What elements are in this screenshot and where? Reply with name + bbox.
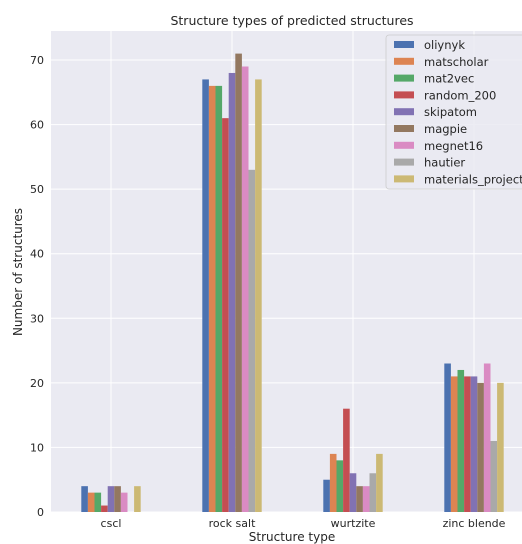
bar-oliynyk-zinc-blende [444,363,451,512]
x-tick-label: cscl [101,517,122,530]
bar-materials_project-zinc-blende [497,382,504,512]
x-tick-label: zinc blende [443,517,506,530]
legend-swatch-random_200 [394,91,414,99]
y-axis-ticks: 0 10 20 30 40 50 60 70 [30,54,44,519]
y-tick-label: 0 [37,506,44,519]
y-tick-label: 30 [30,312,44,325]
legend-swatch-megnet16 [394,141,414,149]
bar-magpie-rock-salt [235,53,242,512]
bar-materials_project-wurtzite [376,453,383,512]
bar-random_200-zinc-blende [464,376,471,512]
bar-hautier-rock-salt [248,169,256,513]
legend-label-hautier: hautier [424,156,465,170]
bar-skipatom-rock-salt [228,72,236,513]
y-tick-label: 10 [30,441,44,454]
bar-magpie-wurtzite [356,486,363,512]
bar-oliynyk-cscl [81,486,88,512]
y-tick-label: 50 [30,183,44,196]
bar-magpie-zinc-blende [477,382,484,512]
legend-swatch-magpie [394,125,414,132]
legend-label-skipatom: skipatom [424,105,477,119]
y-tick-label: 60 [30,119,44,132]
bar-skipatom-cscl [107,486,115,512]
bar-random_200-wurtzite [343,408,350,512]
bar-megnet16-rock-salt [241,66,249,512]
bar-matscholar-zinc-blende [450,376,458,512]
legend-swatch-hautier [394,158,414,166]
bar-materials_project-cscl [134,486,141,512]
bar-materials_project-rock-salt [255,79,262,512]
bar-magpie-cscl [114,486,121,512]
x-tick-label: wurtzite [331,517,376,530]
legend-label-magpie: magpie [424,122,467,136]
bar-oliynyk-wurtzite [323,479,330,512]
bar-mat2vec-zinc-blende [457,369,465,512]
bar-matscholar-wurtzite [329,453,337,512]
y-tick-label: 20 [30,377,44,390]
legend-label-matscholar: matscholar [424,55,489,69]
legend-swatch-materials_project [394,175,414,183]
legend-box [385,34,522,190]
legend-label-mat2vec: mat2vec [424,72,474,86]
legend-label-random_200: random_200 [424,88,496,102]
bar-matscholar-cscl [87,492,95,512]
x-axis-title: Structure type [249,530,335,544]
y-tick-label: 70 [30,54,44,67]
bars [81,53,504,513]
legend-swatch-oliynyk [394,41,414,48]
bar-megnet16-zinc-blende [483,363,491,512]
bar-skipatom-zinc-blende [470,376,478,512]
bar-mat2vec-rock-salt [215,85,223,512]
legend-swatch-mat2vec [394,74,414,82]
bar-hautier-wurtzite [369,473,377,512]
legend-swatch-skipatom [394,108,414,116]
bar-skipatom-wurtzite [349,473,357,512]
bar-megnet16-cscl [120,492,128,512]
bar-random_200-cscl [101,505,108,512]
y-axis-title: Number of structures [11,208,25,336]
chart-title: Structure types of predicted structures [170,13,413,28]
bar-hautier-zinc-blende [490,440,498,512]
x-axis-ticks: cscl rock salt wurtzite zinc blende [101,517,506,530]
bar-oliynyk-rock-salt [202,79,209,512]
bar-random_200-rock-salt [222,118,229,512]
bar-megnet16-wurtzite [362,486,370,512]
legend: oliynyk matscholar mat2vec random_200skipat… [385,34,522,190]
bar-mat2vec-wurtzite [336,460,344,512]
legend-label-materials_project: materials_project [424,172,522,186]
y-tick-label: 40 [30,248,44,261]
x-tick-label: rock salt [209,517,256,530]
bar-matscholar-rock-salt [208,85,216,512]
legend-label-megnet16: megnet16 [424,139,483,153]
bar-mat2vec-cscl [94,492,102,512]
legend-swatch-matscholar [394,57,414,65]
legend-label-oliynyk: oliynyk [424,38,465,52]
